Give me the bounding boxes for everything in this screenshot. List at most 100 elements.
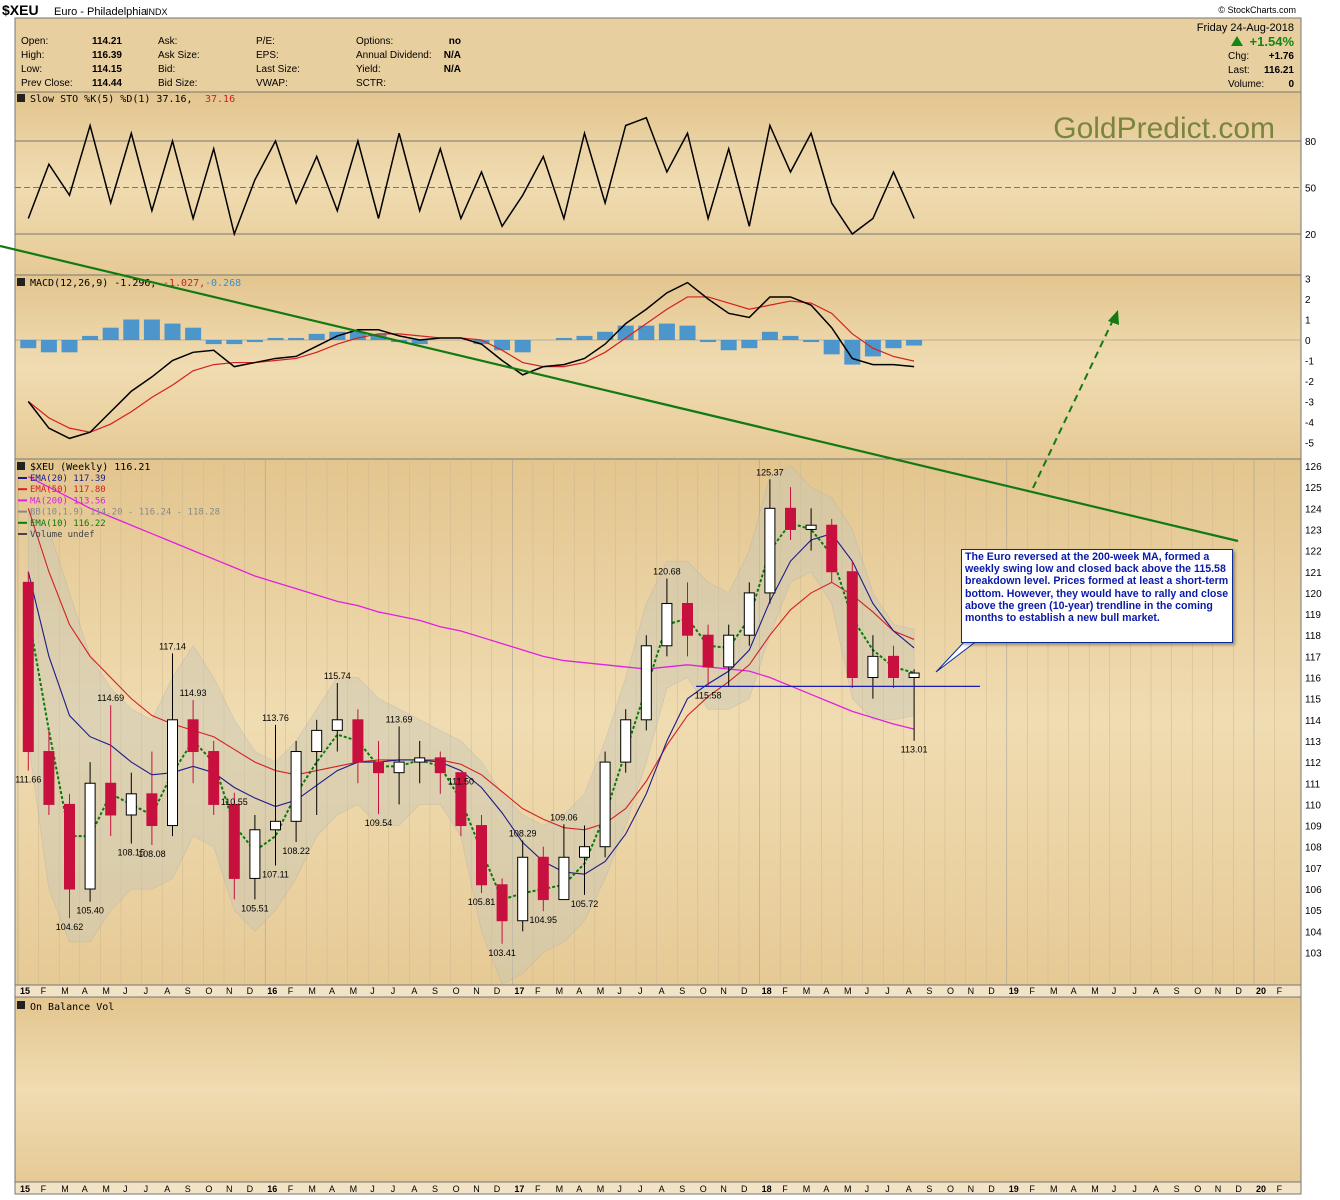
quote-value: 114.44: [92, 78, 122, 89]
quote-value: N/A: [444, 50, 461, 61]
candle-body: [723, 634, 735, 668]
candle-body: [64, 803, 75, 890]
month-label: N: [968, 986, 975, 996]
candle-body: [208, 751, 220, 805]
tick-label: -3: [1305, 398, 1314, 409]
month-label: A: [1153, 1184, 1159, 1194]
high-label: 114.93: [180, 688, 207, 698]
month-label: S: [432, 1184, 438, 1194]
stochastic-value: 37.16: [205, 94, 235, 105]
low-label: 105.72: [571, 899, 599, 909]
histogram-bar: [185, 327, 202, 340]
exchange: INDX: [146, 7, 168, 17]
month-label: M: [556, 1184, 564, 1194]
tick-label: 107: [1305, 864, 1322, 875]
month-label: 19: [1009, 1184, 1019, 1194]
tick-label: 114: [1305, 716, 1321, 727]
indicator-name: BB(10,1.9): [30, 508, 84, 518]
month-label: M: [61, 986, 68, 996]
month-label: S: [1174, 1184, 1180, 1194]
histogram-bar: [638, 325, 655, 340]
month-label: F: [41, 1184, 47, 1194]
month-label: M: [350, 986, 358, 996]
month-label: N: [720, 1184, 727, 1194]
month-label: N: [968, 1184, 975, 1194]
tick-label: 118: [1305, 631, 1321, 642]
tick-label: 109: [1305, 822, 1322, 833]
indicator-value: 117.80: [73, 485, 106, 495]
quote-label: Ask:: [158, 36, 177, 47]
histogram-bar: [658, 323, 675, 340]
indicator-value: undef: [68, 530, 95, 540]
tick-label: 119: [1305, 610, 1321, 621]
tick-label: 117: [1305, 652, 1321, 663]
histogram-bar: [782, 335, 799, 340]
month-label: A: [329, 1184, 335, 1194]
month-label: F: [535, 986, 541, 996]
quote-label: Annual Dividend:: [356, 50, 432, 61]
month-label: A: [659, 1184, 665, 1194]
macd-title: MACD(12,26,9) -1.296,: [30, 278, 156, 289]
month-label: M: [102, 986, 110, 996]
high-label: 109.06: [550, 812, 578, 822]
quote-value: 0: [1288, 79, 1294, 90]
low-label: 108.15: [118, 848, 146, 858]
month-label: O: [947, 1184, 954, 1194]
month-label: D: [741, 1184, 748, 1194]
x-axis: 15 F M A M J J A S O N D 16 F M A M J J A S O N D 17 F M A M J J A S O N D 1…: [20, 986, 1283, 996]
candle-body: [84, 782, 96, 890]
candle-body: [517, 856, 529, 922]
indicator-value: 116.22: [73, 519, 106, 529]
month-label: D: [1235, 986, 1242, 996]
month-label: S: [1174, 986, 1180, 996]
histogram-bar: [844, 340, 861, 365]
histogram-bar: [885, 340, 902, 349]
candle-body: [455, 772, 467, 827]
tick-label: 111: [1305, 779, 1321, 790]
tick-label: 106: [1305, 885, 1322, 896]
month-label: N: [473, 986, 480, 996]
month-label: M: [308, 986, 316, 996]
quote-value: 114.21: [92, 36, 122, 47]
candle-body: [579, 846, 590, 858]
quote-label: VWAP:: [256, 78, 288, 89]
month-label: F: [782, 1184, 788, 1194]
candle-body: [558, 856, 570, 901]
histogram-bar: [61, 340, 78, 353]
month-label: J: [123, 1184, 128, 1194]
month-label: J: [1112, 1184, 1117, 1194]
histogram-bar: [720, 340, 737, 351]
tick-label: 2: [1305, 295, 1311, 306]
month-label: O: [205, 1184, 212, 1194]
histogram-bar: [700, 340, 717, 343]
month-label: M: [350, 1184, 358, 1194]
month-label: S: [432, 986, 438, 996]
month-label: M: [844, 986, 852, 996]
month-label: J: [370, 986, 375, 996]
month-label: J: [370, 1184, 375, 1194]
x-axis-bottom: 15 F M A M J J A S O N D 16 F M A M J J A S O N D 17 F M A M J J A S O N D 1…: [20, 1184, 1283, 1194]
month-label: F: [1029, 986, 1035, 996]
quote-label: Bid Size:: [158, 78, 197, 89]
quote-date: Friday 24-Aug-2018: [1197, 22, 1294, 34]
month-label: 18: [762, 986, 772, 996]
month-label: M: [308, 1184, 316, 1194]
low-label: 109.54: [365, 818, 393, 828]
quote-label: Last:: [1228, 65, 1250, 76]
tick-label: 123: [1305, 525, 1322, 536]
low-label: 115.58: [695, 690, 722, 700]
low-label: 110.55: [221, 797, 248, 807]
candle-body: [640, 645, 652, 721]
candle-body: [867, 655, 879, 678]
tick-label: 50: [1305, 184, 1317, 195]
candle-body: [908, 672, 920, 678]
histogram-bar: [411, 340, 428, 345]
macd-histogram: [20, 319, 923, 365]
tick-label: 112: [1305, 758, 1321, 769]
tick-label: 126: [1305, 462, 1322, 473]
month-label: J: [885, 1184, 890, 1194]
month-label: A: [1071, 986, 1077, 996]
month-label: 16: [267, 1184, 277, 1194]
macd-hist-value: -0.268: [205, 278, 241, 289]
month-label: J: [1132, 986, 1137, 996]
